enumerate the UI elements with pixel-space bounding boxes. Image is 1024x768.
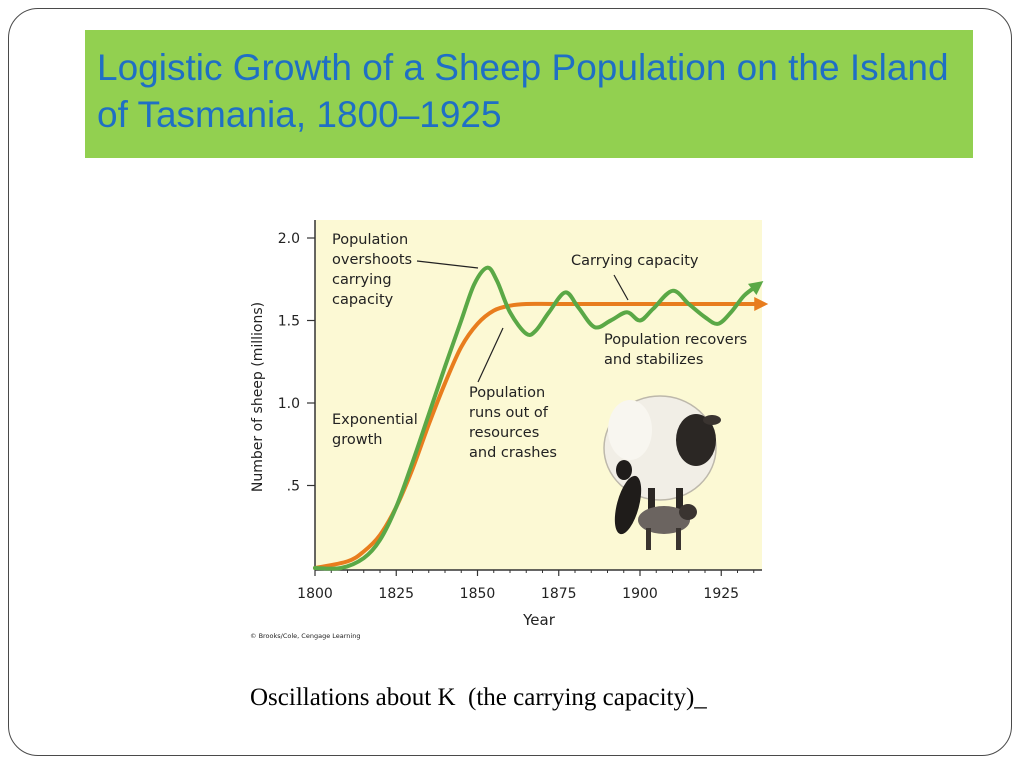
annotation-4: Population runs out of resources and crashe… — [469, 385, 557, 461]
y-axis-label: Number of sheep (millions) — [250, 302, 266, 492]
ewe-wool-highlight — [608, 400, 652, 460]
ewe-ear — [703, 415, 721, 425]
x-tick-label: 1800 — [297, 586, 333, 602]
x-tick-label: 1825 — [378, 586, 414, 602]
credit-text: © Brooks/Cole, Cengage Learning — [250, 632, 360, 640]
annotation-3: Exponential growth — [332, 412, 418, 448]
slide-title: Logistic Growth of a Sheep Population on… — [97, 47, 949, 135]
ewe-head — [676, 414, 716, 466]
lamb-black-head — [616, 460, 632, 480]
lamb-leg — [646, 528, 651, 550]
y-tick-label: .5 — [287, 479, 300, 495]
lamb-black — [614, 475, 642, 535]
annotation-leader-line — [416, 260, 479, 269]
y-tick-label: 1.0 — [278, 396, 300, 412]
lamb-grey — [638, 506, 690, 534]
annotation-leader-line — [613, 274, 629, 301]
x-tick-label: 1900 — [622, 586, 658, 602]
annotation-2: Population recovers and stabilizes — [604, 332, 747, 368]
annotation-1: Carrying capacity — [571, 253, 699, 269]
x-tick-label: 1875 — [541, 586, 577, 602]
ewe-leg — [648, 488, 655, 520]
sheep-photo — [603, 395, 721, 550]
y-tick-label: 2.0 — [278, 231, 300, 247]
title-banner: Logistic Growth of a Sheep Population on… — [85, 30, 973, 158]
ewe-leg — [676, 488, 683, 520]
x-tick-label: 1925 — [703, 586, 739, 602]
carrying-capacity-curve-arrowhead — [754, 297, 769, 311]
population-curve — [313, 265, 759, 571]
slide-caption: Oscillations about K (the carrying capac… — [250, 684, 707, 711]
annotation-leader-line — [477, 327, 504, 383]
carrying-capacity-curve — [313, 301, 763, 570]
y-tick-label: 1.5 — [278, 314, 300, 330]
annotation-0: Population overshoots carrying capacity — [332, 232, 412, 308]
lamb-leg — [676, 528, 681, 550]
x-axis-label: Year — [522, 611, 556, 629]
lamb-grey-head — [679, 504, 697, 520]
slide-frame — [8, 8, 1012, 756]
x-tick-label: 1850 — [460, 586, 496, 602]
population-curve-arrowhead — [747, 281, 764, 296]
